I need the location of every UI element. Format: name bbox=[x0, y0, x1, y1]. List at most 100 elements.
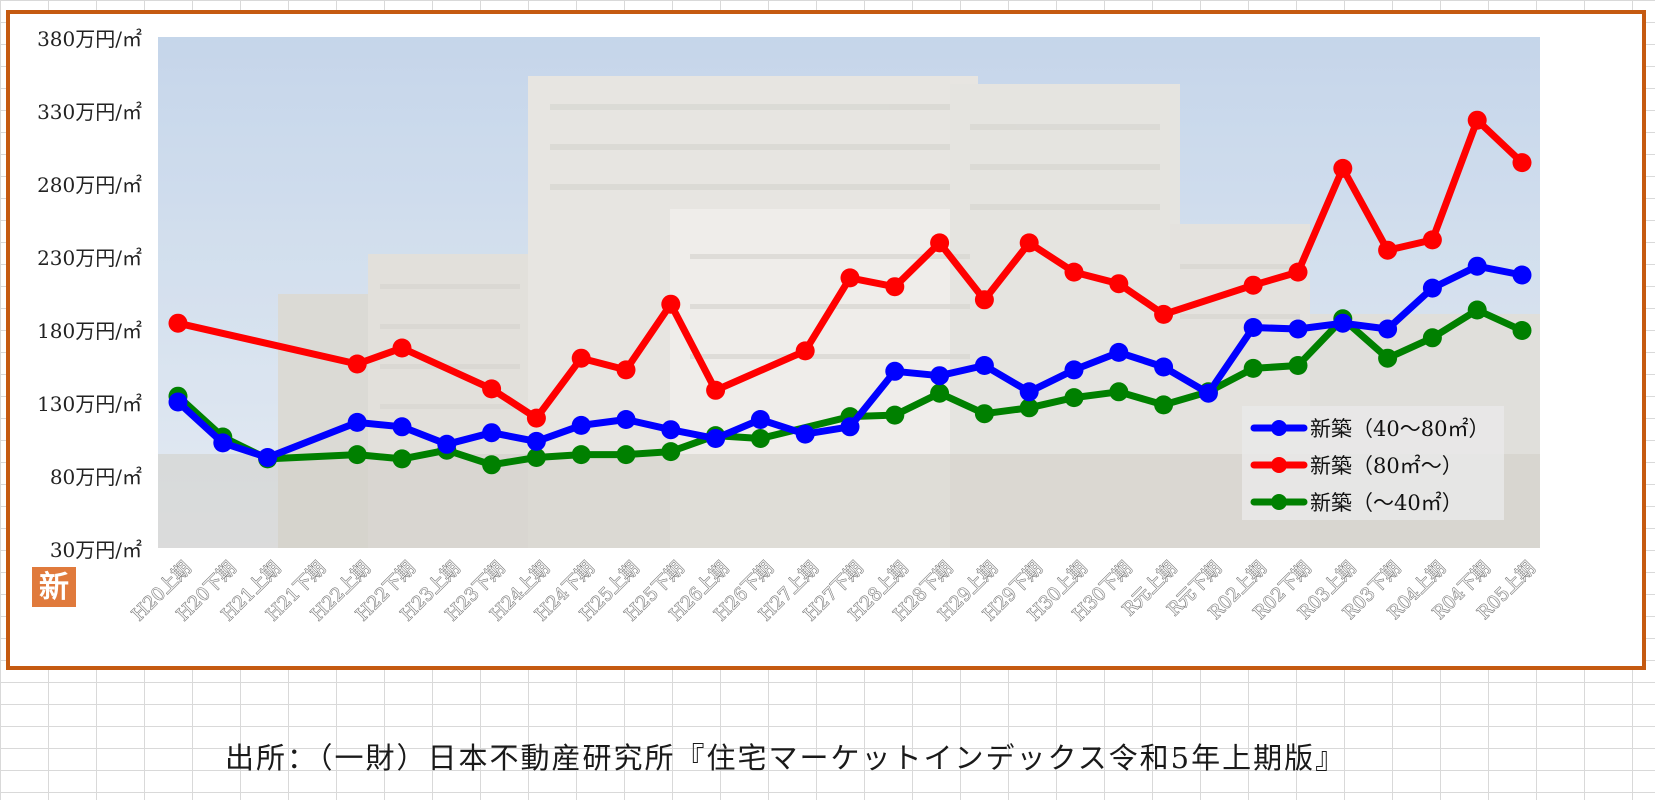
data-point bbox=[1243, 318, 1263, 337]
data-point bbox=[1019, 382, 1039, 402]
legend-marker bbox=[1271, 457, 1287, 473]
data-point bbox=[1064, 360, 1084, 380]
data-point bbox=[571, 445, 591, 465]
data-point bbox=[1333, 158, 1353, 178]
data-point bbox=[526, 431, 546, 451]
data-point bbox=[482, 455, 502, 475]
data-point bbox=[1512, 321, 1532, 340]
data-point bbox=[885, 277, 905, 297]
data-point bbox=[840, 417, 860, 437]
y-axis: 30万円/㎡ 80万円/㎡ 130万円/㎡ 180万円/㎡ 230万円/㎡ 280万円/㎡… bbox=[37, 27, 142, 562]
data-point bbox=[795, 341, 815, 361]
data-point bbox=[347, 445, 367, 465]
data-point bbox=[1467, 256, 1487, 276]
data-point bbox=[1512, 265, 1532, 285]
data-point bbox=[706, 380, 726, 400]
data-point bbox=[661, 420, 681, 440]
data-point bbox=[1109, 274, 1129, 294]
y-tick-label: 130万円/㎡ bbox=[37, 392, 142, 416]
data-point bbox=[616, 445, 636, 465]
chart-frame: 30万円/㎡ 80万円/㎡ 130万円/㎡ 180万円/㎡ 230万円/㎡ 280万円/㎡… bbox=[6, 10, 1646, 670]
data-point bbox=[526, 408, 546, 428]
data-point bbox=[706, 429, 726, 448]
data-point bbox=[347, 354, 367, 374]
data-point bbox=[1154, 357, 1174, 377]
data-point bbox=[1019, 398, 1039, 418]
series-group bbox=[168, 256, 1532, 467]
series-group bbox=[168, 110, 1532, 428]
line-chart: 30万円/㎡ 80万円/㎡ 130万円/㎡ 180万円/㎡ 230万円/㎡ 280万円/㎡… bbox=[32, 27, 1540, 626]
data-point bbox=[1512, 153, 1532, 173]
data-point bbox=[571, 348, 591, 368]
y-tick-label: 280万円/㎡ bbox=[37, 173, 142, 197]
data-point bbox=[1243, 275, 1263, 295]
data-point bbox=[795, 424, 815, 444]
data-point bbox=[1333, 313, 1353, 333]
data-point bbox=[392, 417, 412, 437]
data-point bbox=[258, 448, 278, 467]
data-point bbox=[392, 338, 412, 358]
data-point bbox=[930, 233, 950, 253]
y-tick-label: 180万円/㎡ bbox=[37, 319, 142, 343]
source-note: 出所：（一財）日本不動産研究所『住宅マーケットインデックス令和5年上期版』 bbox=[225, 741, 1347, 775]
x-axis: H20上期H20下期H21上期H21下期H22上期H22下期H23上期H23下期… bbox=[127, 557, 1540, 626]
legend: 新築（40～80㎡） 新築（80㎡～） 新築（～40㎡） bbox=[1242, 406, 1504, 520]
series-layer bbox=[168, 110, 1532, 475]
new-construction-logo: 新 bbox=[32, 567, 76, 607]
data-point bbox=[526, 448, 546, 467]
data-point bbox=[392, 449, 412, 469]
data-point bbox=[1467, 110, 1487, 130]
data-point bbox=[661, 294, 681, 314]
y-tick-label: 30万円/㎡ bbox=[50, 538, 142, 562]
legend-label: 新築（～40㎡） bbox=[1310, 491, 1463, 515]
data-point bbox=[1422, 328, 1442, 348]
data-point bbox=[750, 429, 770, 448]
y-tick-label: 230万円/㎡ bbox=[37, 246, 142, 270]
data-point bbox=[930, 366, 950, 386]
y-tick-label: 80万円/㎡ bbox=[50, 465, 142, 489]
data-point bbox=[885, 405, 905, 425]
data-point bbox=[974, 356, 994, 375]
legend-label: 新築（80㎡～） bbox=[1310, 454, 1463, 478]
data-point bbox=[1378, 319, 1398, 339]
data-point bbox=[1422, 230, 1442, 250]
legend-marker bbox=[1271, 420, 1287, 436]
data-point bbox=[974, 404, 994, 424]
data-point bbox=[213, 433, 233, 453]
legend-marker bbox=[1271, 494, 1287, 510]
data-point bbox=[1288, 356, 1308, 375]
data-point bbox=[168, 313, 188, 333]
data-point bbox=[1378, 348, 1398, 368]
data-point bbox=[1109, 342, 1129, 362]
data-point bbox=[974, 290, 994, 310]
data-point bbox=[1154, 304, 1174, 324]
data-point bbox=[1243, 358, 1263, 378]
data-point bbox=[1154, 395, 1174, 415]
data-point bbox=[1064, 388, 1084, 408]
data-point bbox=[661, 442, 681, 462]
data-point bbox=[750, 410, 770, 429]
legend-label: 新築（40～80㎡） bbox=[1310, 417, 1489, 441]
data-point bbox=[1422, 278, 1442, 298]
data-point bbox=[885, 361, 905, 381]
data-point bbox=[1467, 300, 1487, 320]
data-point bbox=[616, 360, 636, 380]
data-point bbox=[437, 434, 457, 454]
data-point bbox=[482, 379, 502, 399]
y-tick-label: 330万円/㎡ bbox=[37, 100, 142, 124]
data-point bbox=[1198, 383, 1218, 403]
data-point bbox=[1288, 319, 1308, 339]
data-point bbox=[1019, 233, 1039, 253]
data-point bbox=[168, 392, 188, 412]
data-point bbox=[571, 415, 591, 435]
data-point bbox=[930, 383, 950, 403]
data-point bbox=[1109, 382, 1129, 402]
data-point bbox=[347, 412, 367, 432]
data-point bbox=[616, 410, 636, 429]
logo-text: 新 bbox=[39, 570, 69, 605]
data-point bbox=[840, 268, 860, 288]
data-point bbox=[1064, 262, 1084, 282]
data-point bbox=[1378, 240, 1398, 260]
data-point bbox=[482, 423, 502, 443]
data-point bbox=[1288, 262, 1308, 282]
